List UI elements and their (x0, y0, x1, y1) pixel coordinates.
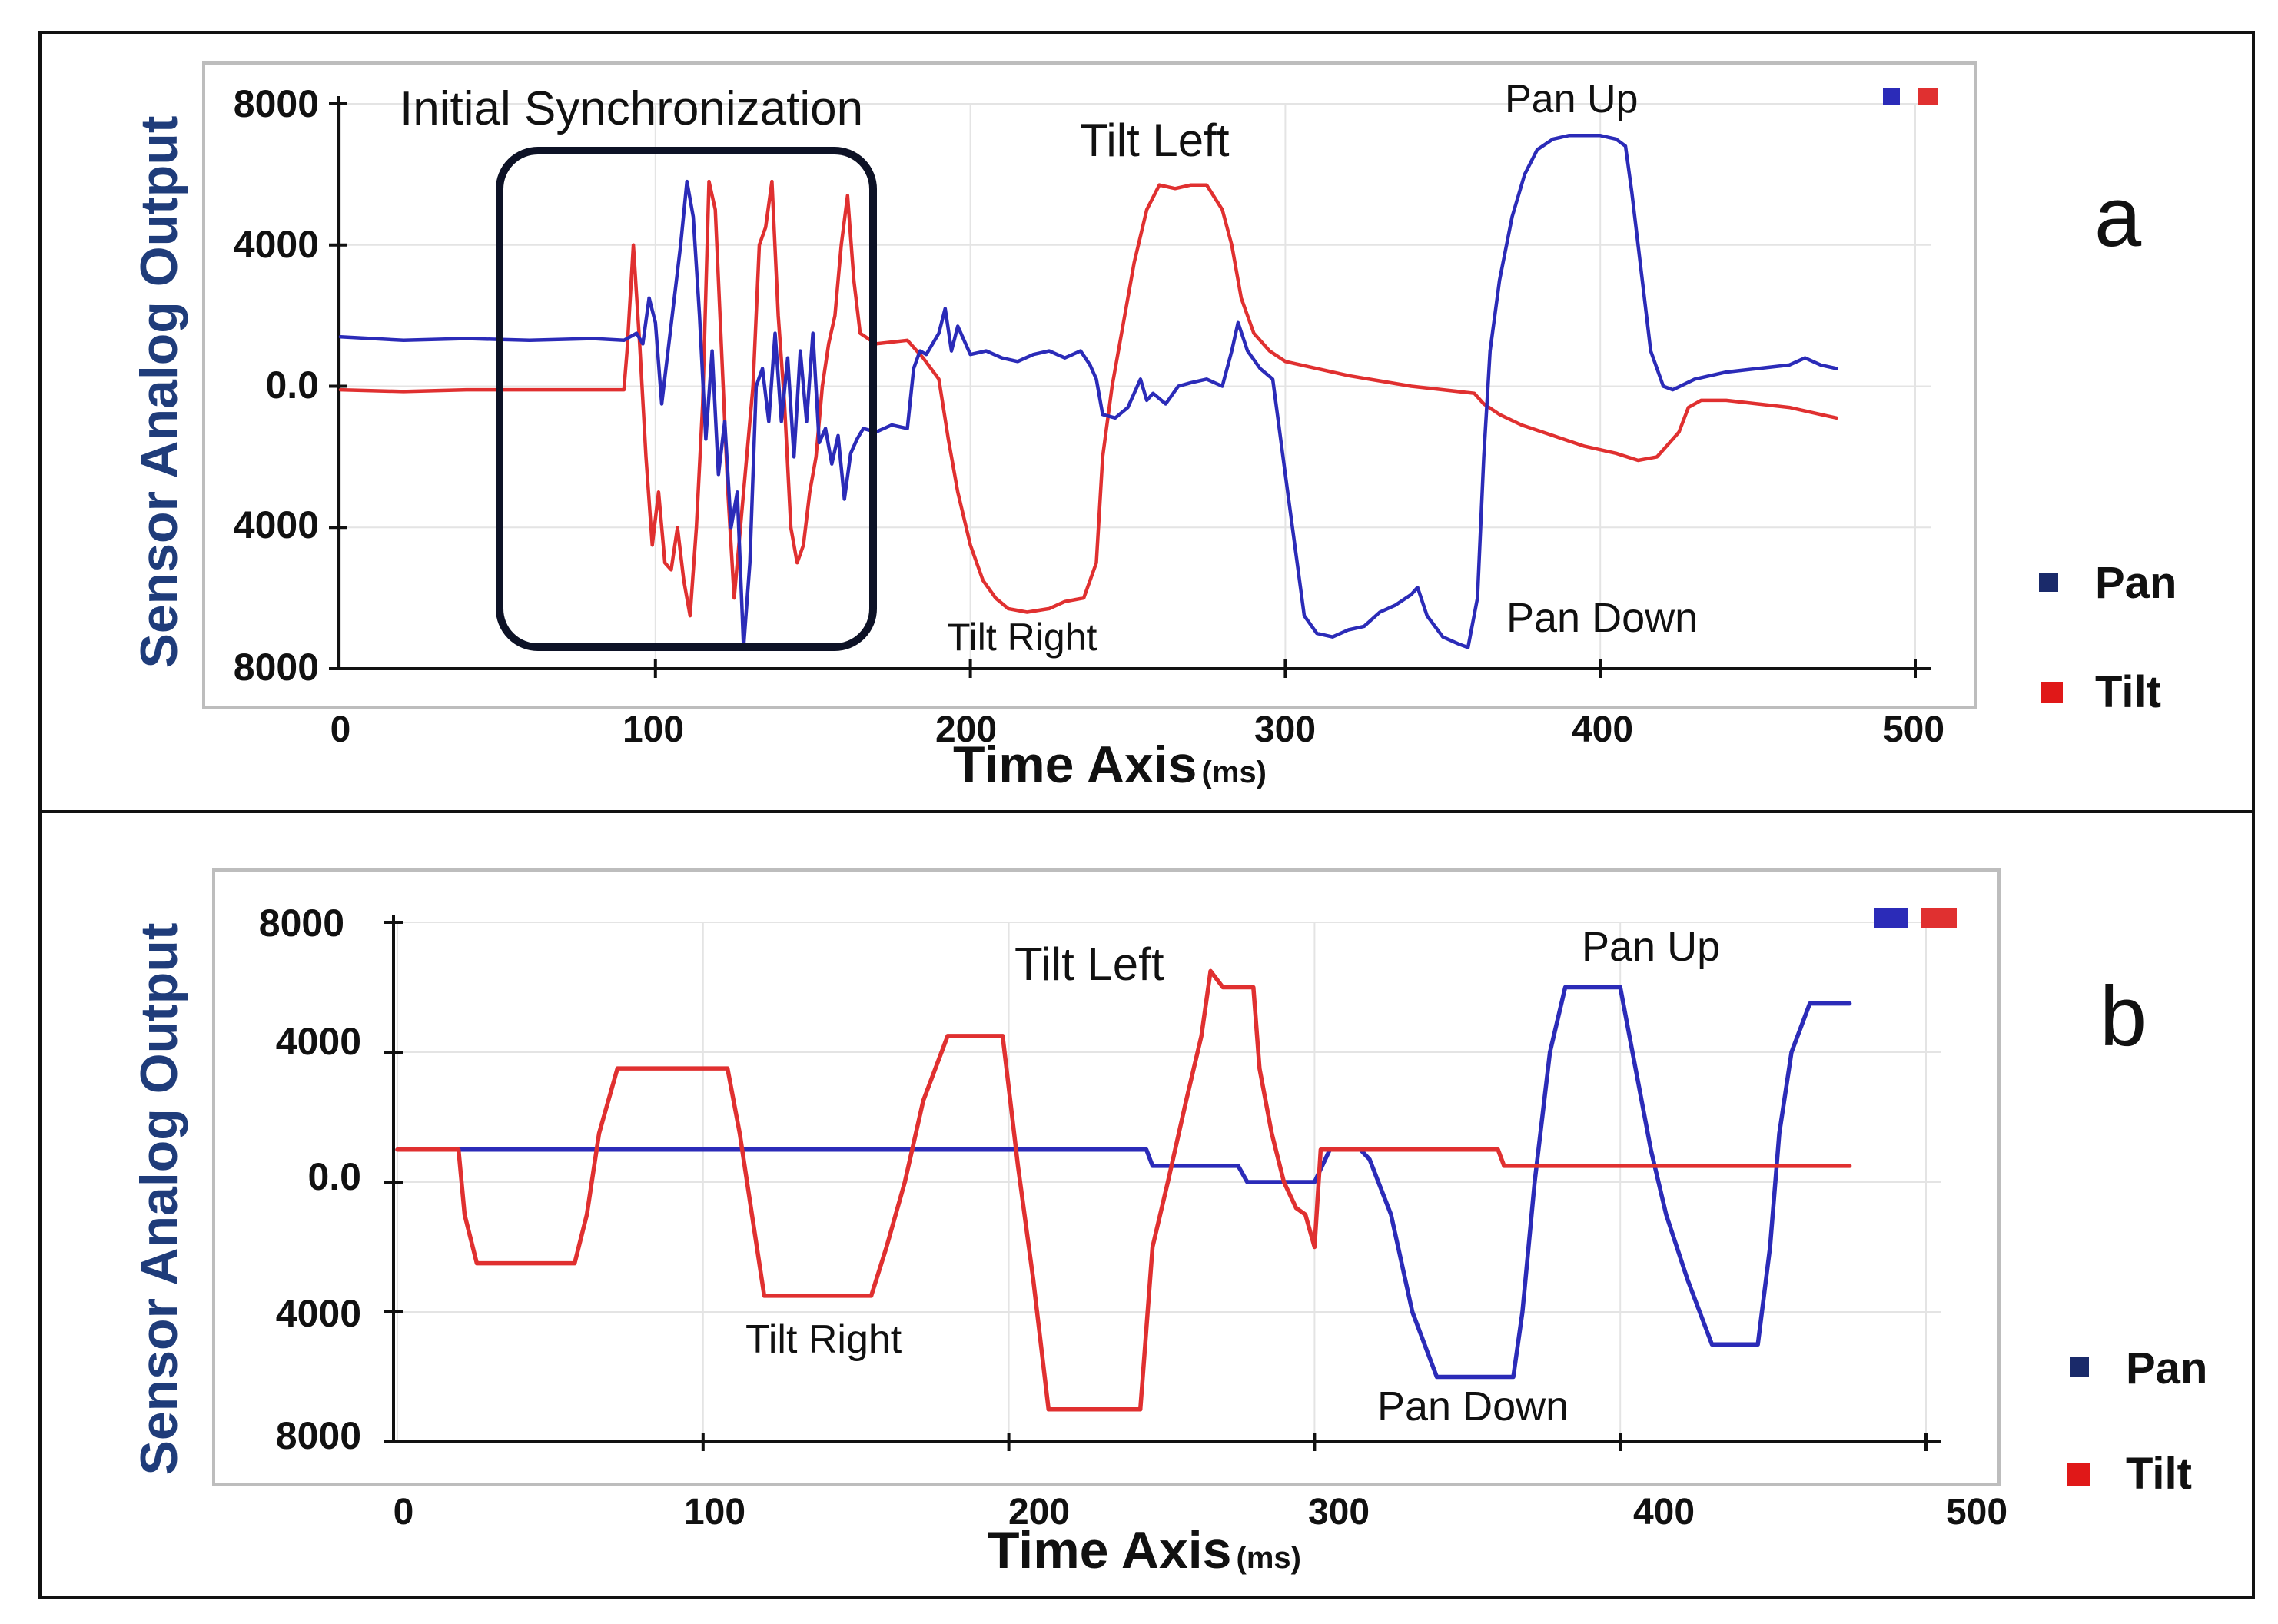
panel-b-y-axis-label: Sensor Analog Output (130, 922, 188, 1475)
panel-a-legend-tilt-swatch (2041, 682, 2063, 703)
panel-b-y-tick-2: 4000 (276, 1020, 361, 1063)
panel-b-legend-pan-swatch (2070, 1357, 2089, 1377)
panel-a-series-pan (338, 134, 1838, 649)
panel-b-tilt-left-label: Tilt Left (1014, 938, 1164, 990)
panel-a-series-tilt (338, 179, 1838, 618)
panel-a-y-tick-2: 4000 (234, 223, 319, 266)
panel-b-x-tick-5: 400 (1633, 1492, 1695, 1533)
panel-a-frame (38, 31, 2255, 813)
panel-b-letter: b (2100, 969, 2147, 1064)
panel-a-x-tick-2: 100 (623, 709, 684, 750)
panel-b-x-tick-1: 0 (394, 1492, 414, 1533)
panel-b-x-tick-6: 500 (1946, 1492, 2007, 1533)
panel-a-x-axis-unit: (ms) (1202, 756, 1267, 789)
panel-b-y-tick-3: 0.0 (307, 1155, 361, 1198)
panel-a-axes (329, 96, 1931, 678)
panel-a-x-tick-3: 200 (935, 709, 997, 750)
panel-a-series (338, 134, 1838, 649)
panel-a-x-tick-1: 0 (330, 709, 351, 750)
panel-b: Sensor Analog Output 8000 4000 0.0 4000 … (130, 868, 2207, 1579)
panel-a-legend-pan-label: Pan (2095, 558, 2177, 608)
panel-a-x-axis-title: Time Axis (ms) (953, 736, 1267, 794)
panel-b-axes (384, 915, 1941, 1451)
panel-a-mini-legend-pan (1883, 88, 1900, 105)
panel-a-mini-legend-tilt (1918, 88, 1938, 105)
panel-b-legend-tilt-label: Tilt (2126, 1449, 2192, 1499)
panel-a: Sensor Analog Output 8000 4000 0.0 4000 … (130, 61, 2177, 794)
initial-sync-label: Initial Synchronization (400, 82, 863, 135)
panel-a-x-axis-label: Time Axis (953, 736, 1197, 794)
panel-b-legend-tilt-swatch (2067, 1463, 2090, 1486)
panel-b-y-tick-5: 8000 (276, 1414, 361, 1457)
panel-b-y-tick-1: 8000 (259, 902, 344, 945)
panel-b-tilt-right-label: Tilt Right (745, 1317, 902, 1362)
panel-a-letter: a (2094, 170, 2142, 264)
panel-b-frame (38, 810, 2255, 1599)
panel-a-pan-up-label: Pan Up (1505, 77, 1638, 121)
panel-b-x-axis-label: Time Axis (988, 1521, 1232, 1579)
initial-sync-box (496, 147, 877, 651)
panel-b-x-tick-3: 200 (1008, 1492, 1070, 1533)
panel-a-y-tick-5: 8000 (234, 646, 319, 689)
panel-a-plot-border (202, 61, 1977, 709)
panel-a-x-tick-5: 400 (1572, 709, 1633, 750)
panel-b-x-axis-title: Time Axis (ms) (988, 1521, 1301, 1579)
panel-b-plot-border (212, 868, 2001, 1486)
panel-a-legend-pan-swatch (2039, 573, 2058, 592)
panel-a-legend-tilt-label: Tilt (2095, 667, 2161, 717)
panel-a-y-tick-1: 8000 (234, 82, 319, 125)
panel-a-pan-down-label: Pan Down (1506, 595, 1698, 641)
panel-a-tilt-left-label: Tilt Left (1080, 115, 1230, 166)
panel-b-series (395, 968, 1852, 1412)
panel-a-y-tick-4: 4000 (234, 503, 319, 546)
panel-a-x-tick-4: 300 (1254, 709, 1316, 750)
panel-b-mini-legend-pan (1874, 908, 1908, 928)
panel-b-pan-down-label: Pan Down (1377, 1383, 1569, 1430)
panel-b-pan-up-label: Pan Up (1582, 924, 1720, 970)
panel-a-tilt-right-label: Tilt Right (947, 616, 1097, 659)
panel-b-legend-pan-label: Pan (2126, 1343, 2207, 1393)
panel-b-y-tick-4: 4000 (276, 1292, 361, 1335)
panel-a-y-axis-label: Sensor Analog Output (130, 115, 188, 668)
panel-b-mini-legend-tilt (1921, 908, 1957, 928)
panel-b-series-tilt (395, 968, 1852, 1412)
panel-a-x-tick-6: 500 (1883, 709, 1944, 750)
panel-b-x-axis-unit: (ms) (1237, 1541, 1301, 1575)
panel-b-x-tick-4: 300 (1308, 1492, 1370, 1533)
panel-a-y-tick-3: 0.0 (265, 364, 319, 407)
panel-b-series-pan (395, 985, 1852, 1380)
panel-b-x-tick-2: 100 (684, 1492, 745, 1533)
